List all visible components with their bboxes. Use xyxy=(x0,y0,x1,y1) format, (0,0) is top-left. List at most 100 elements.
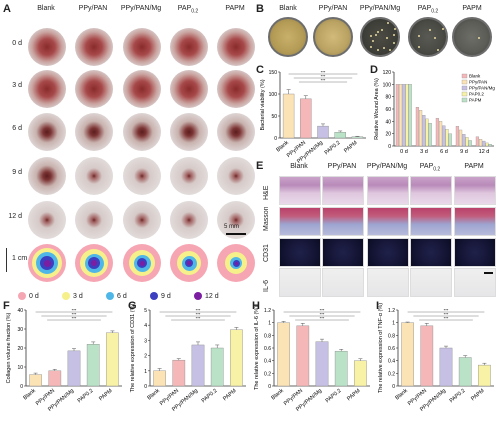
bar xyxy=(351,136,364,139)
y-tick-label: 0.6 xyxy=(388,346,395,352)
legend-label: 12 d xyxy=(205,292,219,300)
wound-photo xyxy=(217,201,255,239)
y-tick-label: 0 xyxy=(20,384,23,390)
wound-photo xyxy=(123,201,161,239)
y-tick-label: 20 xyxy=(17,346,23,352)
bar xyxy=(468,140,472,147)
y-axis-label: Bacterial viability (%) xyxy=(260,79,266,130)
bar xyxy=(402,84,406,147)
significance-stars: *** xyxy=(72,316,77,321)
bar xyxy=(422,115,426,147)
y-tick-label: 2 xyxy=(144,354,147,360)
wound-photo xyxy=(28,157,66,195)
legend-swatch xyxy=(461,97,468,103)
histology-image xyxy=(279,176,321,205)
significance-stars: *** xyxy=(196,308,201,313)
wound-sketch-ring xyxy=(91,260,97,266)
histology-image xyxy=(322,207,364,236)
histology-image xyxy=(279,268,321,297)
y-tick-label: 30 xyxy=(17,327,23,333)
y-axis-label: The relative expression of CD31 (%) xyxy=(130,304,136,393)
y-tick-label: 1 xyxy=(392,321,395,327)
x-tick-label: Blank xyxy=(270,388,285,402)
bar xyxy=(458,357,472,387)
significance-stars: *** xyxy=(444,312,449,317)
significance-stars: *** xyxy=(321,70,326,75)
x-tick-label: PAP0.2 xyxy=(201,388,219,404)
bar xyxy=(395,84,399,147)
x-tick-label: PAPM xyxy=(470,388,486,403)
panel-b-col-ppy-pan-mg: PPy/PAN/Mg xyxy=(359,5,401,12)
wound-photo xyxy=(170,201,208,239)
bacteria-colony xyxy=(374,34,377,36)
bacteria-colony xyxy=(386,37,388,39)
x-tick-label: PAP0.2 xyxy=(77,388,95,404)
wound-photo xyxy=(75,201,113,239)
histology-image xyxy=(279,238,321,267)
bar xyxy=(282,93,295,139)
bar xyxy=(428,123,432,147)
x-tick-label: PAP0.2 xyxy=(324,140,342,156)
wound-sketch-ring xyxy=(234,261,238,265)
bar xyxy=(475,136,479,147)
legend-label: Blank xyxy=(469,74,481,79)
x-tick-label: Blank xyxy=(394,388,409,402)
bar xyxy=(462,134,466,147)
wound-photo xyxy=(170,157,208,195)
y-tick-label: 0.6 xyxy=(264,346,271,352)
panel-label-e: E xyxy=(256,160,264,172)
significance-stars: *** xyxy=(196,316,201,321)
panel-e-row-label: H&E xyxy=(263,185,270,200)
y-tick-label: 0.8 xyxy=(388,333,395,339)
bacteria-colony xyxy=(376,30,379,33)
y-tick-label: 1.2 xyxy=(388,308,395,314)
histology-image xyxy=(410,176,452,205)
panel-label-h: H xyxy=(252,300,260,312)
y-tick-label: 80 xyxy=(385,95,391,101)
sketch-scale-label: 1 cm xyxy=(12,255,28,262)
legend-label: 9 d xyxy=(161,292,171,300)
bar xyxy=(106,332,119,387)
panel-label-c: C xyxy=(256,64,264,76)
legend-label: PAPM xyxy=(469,98,482,103)
bar xyxy=(67,350,81,387)
bacteria-colony xyxy=(442,27,445,30)
wound-photo xyxy=(217,70,255,108)
bar xyxy=(48,370,62,387)
wound-photo xyxy=(170,70,208,108)
chart-g-cd31-expression: 0 1 2 3 4 5 The relative expression of CD31 (%… xyxy=(130,304,246,413)
bar xyxy=(485,142,489,147)
y-tick-label: 3 xyxy=(144,338,147,344)
scale-bar-label: 5 mm xyxy=(224,224,239,230)
wound-photo xyxy=(123,28,161,66)
bacteria-colony xyxy=(376,48,379,51)
significance-stars: *** xyxy=(72,308,77,313)
legend-item-3d: 3 d xyxy=(62,292,83,300)
bar xyxy=(448,133,452,147)
y-tick-label: 0 xyxy=(392,384,395,390)
significance-stars: *** xyxy=(444,316,449,321)
panel-label-a: A xyxy=(3,3,11,15)
histology-scale-bar xyxy=(484,272,493,274)
panel-a-col-papm: PAPM xyxy=(225,5,245,12)
wound-photo xyxy=(170,28,208,66)
chart-h-il6-expression: 0 0.2 0.4 0.6 0.8 1 1.2 The relative expression… xyxy=(254,306,370,413)
panel-a-row-label: 6 d xyxy=(12,125,22,132)
x-tick-label: Blank xyxy=(275,140,290,154)
y-axis-label: Relative Wound Area (%) xyxy=(374,78,380,140)
bacteria-colony xyxy=(392,34,395,37)
bar xyxy=(210,347,224,387)
bacteria-colony xyxy=(370,45,373,48)
bar xyxy=(354,360,367,387)
x-tick-label: PAP0.2 xyxy=(449,388,467,404)
y-axis-label: Collagen volume fraction (%) xyxy=(6,313,12,384)
bacteria-colony xyxy=(386,22,389,25)
x-tick-label: 12 d xyxy=(479,149,490,155)
y-tick-label: 0.2 xyxy=(388,371,395,377)
panel-e-col-ppy-pan: PPy/PAN xyxy=(327,163,357,170)
bacteria-culture-dish xyxy=(408,17,448,57)
wound-sketch-ring xyxy=(139,260,145,266)
panel-label-i: I xyxy=(376,300,380,312)
legend-label: PAP0.2 xyxy=(469,92,484,97)
